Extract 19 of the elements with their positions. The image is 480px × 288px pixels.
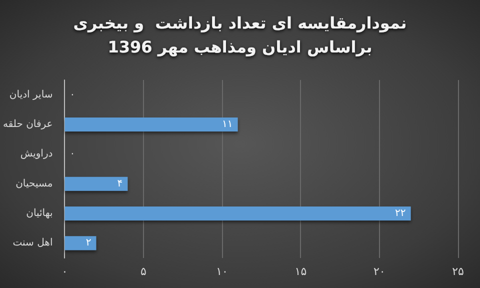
data-label: ۰ [70,89,76,100]
data-label: ۲۲ [395,208,406,219]
x-tick-label: ۱۵ [294,265,307,278]
chart-title: نمودارمقایسه ای تعداد بازداشت و بیخبری براساس ادیان ومذاهب مهر 1396 [73,14,407,56]
x-tick-label: ۲۵ [452,265,464,278]
data-label: ۰ [70,148,76,160]
y-tick-label: دراویش [20,148,53,160]
data-label: ۱۱ [222,119,233,130]
x-tick-label: ۱۰ [216,265,228,278]
x-tick-label: ۲۰ [373,265,386,278]
data-label: ۴ [117,178,123,190]
y-tick-label: عرفان حلقه [2,119,53,130]
y-tick-label: اهل سنت [12,238,53,249]
data-label: ۲ [86,238,92,249]
y-tick-label: مسیحیان [16,178,53,190]
y-tick-label: سایر ادیان [9,89,53,100]
x-tick-label: ۵ [140,265,146,278]
y-tick-label: بهائیان [26,208,53,219]
x-tick-label: ۰ [62,265,68,278]
